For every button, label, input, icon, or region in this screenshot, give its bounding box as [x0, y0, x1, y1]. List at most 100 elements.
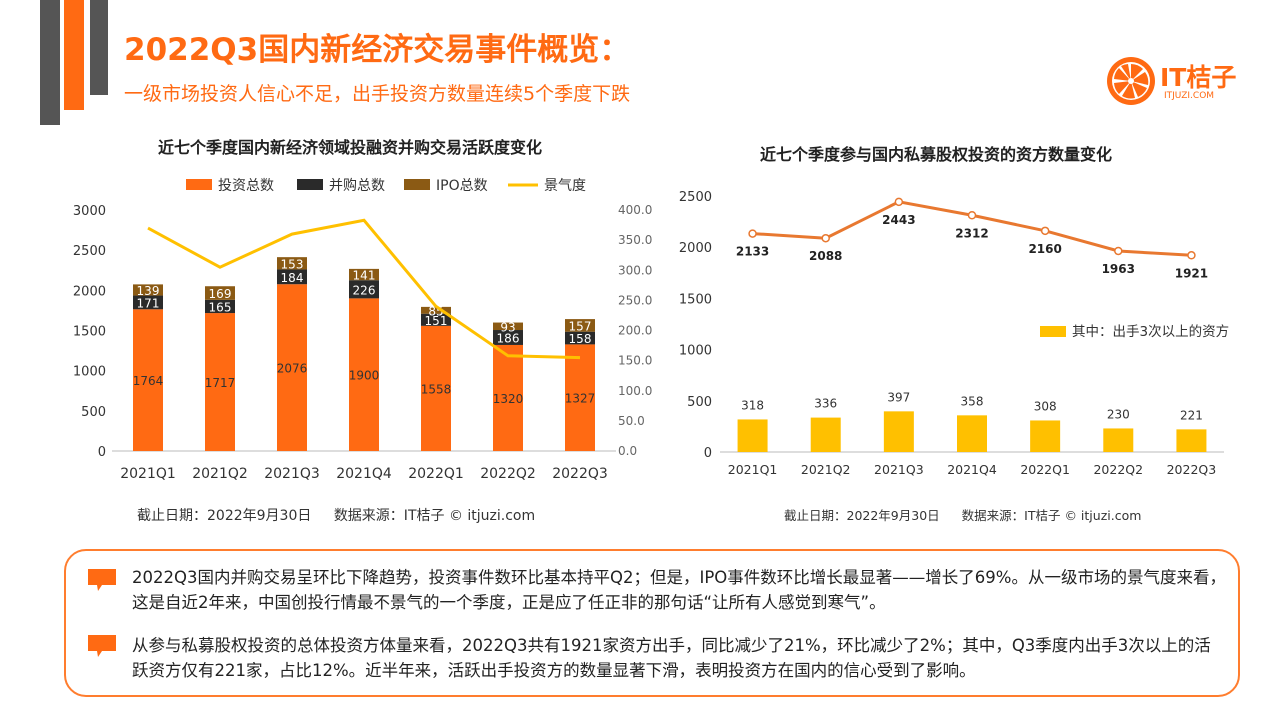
bar-investment — [205, 313, 235, 451]
legend-swatch — [1040, 326, 1066, 337]
bar-active-investors — [1030, 420, 1061, 452]
x-tick-label: 2021Q3 — [264, 466, 320, 480]
summary-point-2: 从参与私募股权投资的总体投资方体量来看，2022Q3共有1921家资方出手，同比… — [132, 636, 1211, 680]
bar-investment — [133, 309, 163, 451]
chart1-footnote-source: 数据来源：IT桔子 © itjuzi.com — [333, 508, 536, 524]
x-tick-label: 2022Q3 — [552, 466, 608, 480]
chart2-footnote-source: 数据来源：IT桔子 © itjuzi.com — [961, 508, 1142, 523]
itjuzi-logo: IT桔子 ITJUZI.COM — [1106, 54, 1256, 108]
decor-bar-gray — [40, 0, 60, 125]
bar-ipo — [133, 284, 163, 296]
bar-value-label: 151 — [425, 314, 448, 328]
y2-tick-label: 150.0 — [618, 354, 652, 368]
line-value-label: 2312 — [955, 226, 988, 240]
bar-value-label: 1717 — [205, 376, 236, 390]
line-value-label: 2088 — [809, 249, 842, 263]
line-value-label: 1963 — [1102, 262, 1135, 276]
line-value-label: 2133 — [736, 245, 769, 259]
bar-ipo — [349, 268, 379, 281]
chart2-svg: 2500 2000 1500 1000 500 0 318 2021Q1 336 2021Q2 39… — [679, 190, 1229, 477]
x-tick-label: 2022Q2 — [1093, 462, 1143, 477]
y2-tick-label: 350.0 — [618, 233, 652, 247]
orange-slice-icon — [1107, 57, 1155, 105]
legend-label: 投资总数 — [218, 178, 274, 194]
x-tick-label: 2021Q2 — [801, 462, 851, 477]
chart1-footnote: 截止日期：2022年9月30日 数据来源：IT桔子 © itjuzi.com — [137, 505, 553, 525]
legend-swatch — [186, 179, 212, 190]
bar-ipo — [565, 319, 595, 332]
bar-value-label: 139 — [137, 284, 160, 298]
bar-active-investors — [883, 411, 914, 452]
bar-value-label: 1327 — [565, 392, 596, 406]
bar-value-label: 318 — [741, 398, 764, 412]
bar-ipo — [277, 257, 307, 270]
bar-merger — [133, 295, 163, 310]
bar-value-label: 1320 — [493, 392, 524, 406]
bar-value-label: 308 — [1034, 399, 1057, 413]
y-tick-label: 0 — [98, 445, 106, 460]
bar-investment — [565, 344, 595, 451]
speech-bubble-icon — [88, 635, 116, 657]
x-tick-label: 2022Q1 — [408, 466, 464, 480]
y2-tick-label: 0.0 — [618, 444, 637, 458]
y-tick-label: 2500 — [73, 244, 106, 259]
bar-value-label: 165 — [209, 300, 232, 314]
y2-tick-label: 400.0 — [618, 203, 652, 217]
chart2-footnote-date: 截止日期：2022年9月30日 — [784, 508, 940, 523]
bar-active-investors — [1103, 428, 1134, 452]
bar-value-label: 158 — [569, 332, 592, 346]
bar-value-label: 221 — [1180, 408, 1203, 422]
bar-value-label: 358 — [961, 394, 984, 408]
bar-value-label: 1764 — [133, 374, 164, 388]
x-tick-label: 2021Q4 — [336, 466, 392, 480]
line-value-label: 1921 — [1175, 266, 1208, 280]
line-value-label: 2160 — [1028, 242, 1061, 256]
summary-box: 2022Q3国内并购交易呈环比下降趋势，投资事件数环比基本持平Q2；但是，IPO… — [64, 549, 1240, 697]
bar-value-label: 157 — [569, 319, 592, 333]
bar-value-label: 169 — [209, 287, 232, 301]
y2-tick-label: 50.0 — [618, 414, 645, 428]
bar-value-label: 1900 — [349, 369, 380, 383]
page-subtitle: 一级市场投资人信心不足，出手投资方数量连续5个季度下跌 — [124, 83, 631, 105]
bar-ipo — [421, 306, 451, 314]
x-tick-label: 2021Q2 — [192, 466, 248, 480]
legend-label: 并购总数 — [329, 178, 385, 194]
legend-label: IPO总数 — [436, 178, 488, 194]
y-tick-label: 1500 — [679, 292, 712, 307]
chart2-title: 近七个季度参与国内私募股权投资的资方数量变化 — [760, 145, 1113, 164]
line-point — [748, 229, 757, 238]
line-point — [1114, 246, 1123, 256]
bar-ipo — [205, 286, 235, 300]
bar-value-label: 93 — [500, 320, 515, 334]
y-tick-label: 500 — [687, 395, 712, 410]
y2-tick-label: 200.0 — [618, 324, 652, 338]
bar-merger — [493, 330, 523, 345]
legend-label: 其中：出手3次以上的资方 — [1072, 324, 1229, 340]
bar-investment — [349, 298, 379, 451]
legend-label: 景气度 — [544, 178, 586, 194]
y2-tick-label: 100.0 — [618, 384, 652, 398]
legend-swatch — [297, 179, 323, 190]
bar-merger — [421, 313, 451, 326]
bar-ipo — [493, 322, 523, 331]
page-title: 2022Q3国内新经济交易事件概览： — [124, 32, 631, 68]
decor-bar-orange — [64, 0, 84, 110]
logo-domain: ITJUZI.COM — [1164, 91, 1215, 101]
x-tick-label: 2022Q1 — [1020, 462, 1070, 477]
bar-merger — [349, 280, 379, 299]
bar-value-label: 226 — [353, 283, 376, 297]
y2-tick-label: 250.0 — [618, 293, 652, 307]
bar-value-label: 397 — [887, 390, 910, 404]
bar-value-label: 141 — [353, 269, 376, 283]
bar-value-label: 186 — [497, 331, 520, 345]
bar-value-label: 2076 — [277, 362, 308, 376]
x-tick-label: 2021Q3 — [874, 462, 924, 477]
y-tick-label: 1500 — [73, 325, 106, 340]
bar-active-investors — [810, 417, 841, 452]
chart1-svg: 投资总数 并购总数 IPO总数 景气度 3000 2500 2000 1500 1000 500 0… — [73, 178, 652, 480]
line-point — [1187, 251, 1196, 260]
line-point — [967, 211, 977, 220]
line-point — [821, 233, 830, 243]
x-tick-label: 2021Q1 — [728, 462, 778, 477]
bar-active-investors — [1176, 429, 1207, 452]
